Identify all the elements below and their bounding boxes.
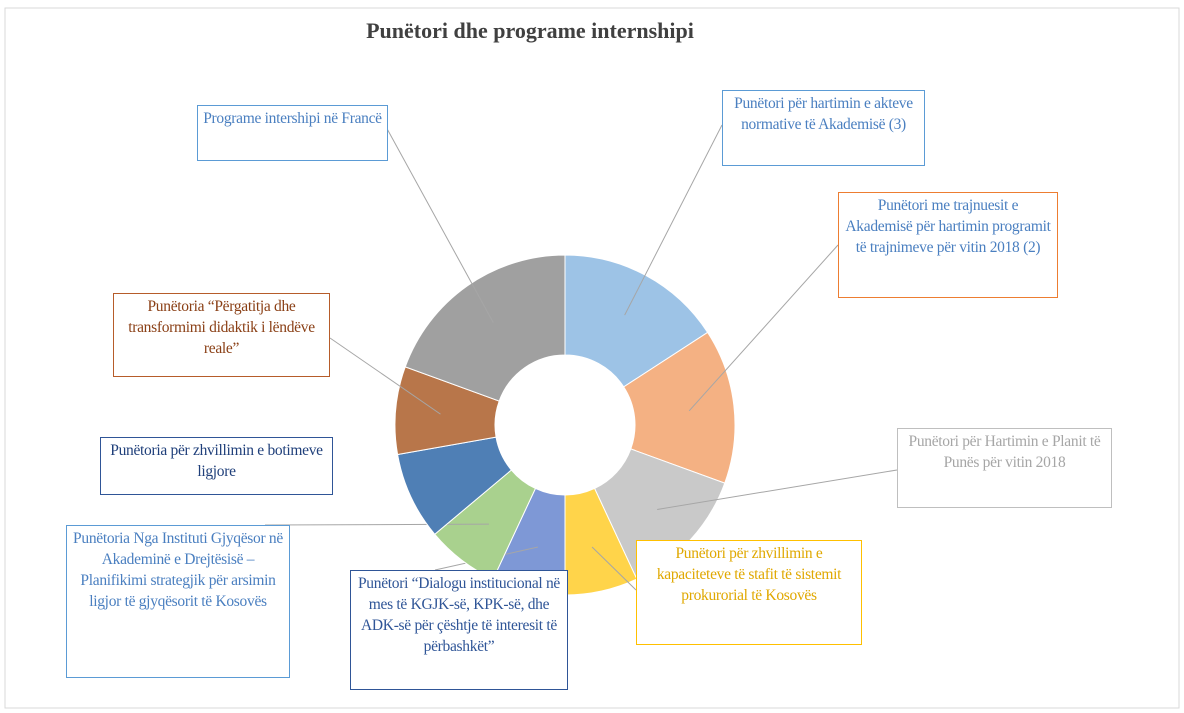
- donut-segment: [623, 331, 736, 484]
- segment-label: Punëtori për hartimin e akteve normative…: [722, 90, 925, 166]
- segment-label: Punëtoria “Përgatitja dhe transformimi d…: [113, 293, 330, 377]
- leader-line: [624, 124, 723, 316]
- donut-segment: [564, 254, 709, 388]
- leader-line: [688, 244, 839, 412]
- segment-label: Punëtori “Dialogu institucional në mes t…: [350, 570, 568, 690]
- leader-line: [264, 523, 489, 526]
- leader-line: [329, 337, 441, 415]
- leader-line: [657, 469, 898, 510]
- leader-line: [591, 546, 637, 591]
- segment-label: Punëtori me trajnuesit e Akademisë për h…: [838, 192, 1058, 298]
- leader-line: [384, 124, 494, 323]
- frame: [4, 7, 1180, 709]
- chart-title: Punëtori dhe programe internshipi: [366, 18, 694, 43]
- segment-label: Punëtoria për zhvillimin e botimeve ligj…: [100, 437, 333, 495]
- segment-label: Punëtoria Nga Instituti Gjyqësor në Akad…: [66, 525, 290, 678]
- segment-label: Punëtori për zhvillimin e kapaciteteve t…: [636, 540, 862, 645]
- donut-segment: [404, 254, 566, 402]
- segment-label: Programe intershipi në Francë: [197, 105, 388, 161]
- segment-label: Punëtori për Hartimin e Planit të Punës …: [897, 428, 1112, 508]
